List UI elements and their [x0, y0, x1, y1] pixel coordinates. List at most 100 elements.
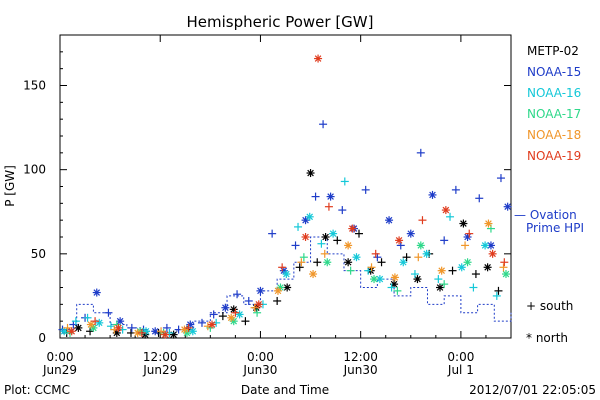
point-metp-02 [448, 266, 457, 275]
point-noaa-17 [501, 270, 510, 279]
point-noaa-18 [86, 320, 95, 329]
point-metp-02 [169, 330, 178, 339]
y-tick-labels: 0 50 100 150 [23, 79, 46, 346]
point-metp-02 [126, 328, 135, 337]
legend-entry: NOAA-17 [527, 107, 581, 121]
ovation-legend-line-1: — Ovation [514, 208, 577, 222]
x-axis-label: Date and Time [241, 383, 329, 397]
point-noaa-16 [294, 222, 303, 231]
y-tick-label: 150 [23, 79, 46, 93]
point-noaa-17 [440, 280, 449, 289]
point-noaa-18 [461, 241, 470, 250]
point-metp-02 [229, 305, 238, 314]
point-metp-02 [74, 323, 83, 332]
point-noaa-18 [484, 219, 493, 228]
point-noaa-16 [305, 212, 314, 221]
x-tick-labels: 0:00Jun2912:00Jun290:00Jun3012:00Jun300:… [42, 350, 474, 377]
south-legend: + south [526, 299, 573, 313]
x-tick-label-time: 0:00 [247, 350, 274, 364]
legend-entry: NOAA-15 [527, 65, 581, 79]
point-noaa-15 [496, 174, 505, 183]
x-tick-label-time: 0:00 [47, 350, 74, 364]
plot-credit: Plot: CCMC [4, 383, 70, 397]
point-metp-02 [459, 219, 468, 228]
point-noaa-17 [299, 253, 308, 262]
point-noaa-16 [422, 249, 431, 258]
point-noaa-15 [416, 148, 425, 157]
point-metp-02 [86, 327, 95, 336]
point-metp-02 [306, 169, 315, 178]
point-noaa-18 [390, 273, 399, 282]
x-tick-label-date: Jun29 [142, 363, 177, 377]
point-noaa-15 [221, 303, 230, 312]
y-tick-label: 50 [31, 247, 46, 261]
point-noaa-17 [346, 266, 355, 275]
point-noaa-16 [71, 317, 80, 326]
point-noaa-15 [475, 194, 484, 203]
point-metp-02 [344, 258, 353, 267]
point-metp-02 [471, 270, 480, 279]
point-noaa-15 [486, 241, 495, 250]
point-noaa-18 [273, 286, 282, 295]
point-noaa-15 [291, 241, 300, 250]
point-noaa-16 [399, 258, 408, 267]
point-noaa-19 [395, 236, 404, 245]
point-noaa-15 [256, 286, 265, 295]
point-noaa-16 [317, 239, 326, 248]
point-noaa-15 [440, 236, 449, 245]
point-noaa-18 [344, 241, 353, 250]
point-noaa-17 [323, 258, 332, 267]
point-metp-02 [241, 317, 250, 326]
point-noaa-19 [114, 323, 123, 332]
point-noaa-19 [278, 263, 287, 272]
point-noaa-18 [180, 325, 189, 334]
x-tick-label-time: 12:00 [143, 350, 178, 364]
point-noaa-16 [329, 229, 338, 238]
point-noaa-17 [370, 275, 379, 284]
point-noaa-18 [437, 266, 446, 275]
ovation-legend-line-2: Prime HPI [526, 221, 584, 235]
point-noaa-18 [250, 303, 259, 312]
point-noaa-16 [410, 270, 419, 279]
point-noaa-19 [208, 320, 217, 329]
point-metp-02 [273, 296, 282, 305]
point-noaa-15 [503, 202, 512, 211]
point-noaa-15 [406, 229, 415, 238]
point-noaa-15 [373, 253, 382, 262]
point-metp-02 [321, 233, 330, 241]
y-tick-label: 100 [23, 163, 46, 177]
point-noaa-16 [457, 263, 466, 272]
point-noaa-15 [233, 290, 242, 299]
legend-entry: NOAA-16 [527, 86, 581, 100]
legend-entry: NOAA-19 [527, 149, 581, 163]
point-metp-02 [354, 229, 363, 238]
point-metp-02 [436, 283, 445, 292]
x-tick-label-date: Jun29 [42, 363, 77, 377]
point-metp-02 [377, 258, 386, 267]
x-tick-label-time: 12:00 [343, 350, 378, 364]
point-metp-02 [313, 258, 322, 267]
point-noaa-15 [104, 308, 113, 317]
point-noaa-15 [127, 323, 136, 332]
point-noaa-16 [446, 212, 455, 221]
point-noaa-15 [451, 185, 460, 194]
point-noaa-19 [67, 327, 76, 336]
point-metp-02 [494, 286, 503, 295]
axis-ticks [59, 35, 511, 339]
x-tick-label-time: 0:00 [447, 350, 474, 364]
point-noaa-15 [428, 190, 437, 199]
point-noaa-16 [387, 283, 396, 292]
point-noaa-15 [92, 288, 101, 297]
point-noaa-19 [184, 323, 193, 332]
point-noaa-17 [393, 286, 402, 295]
point-noaa-18 [227, 313, 236, 322]
y-tick-label: 0 [38, 331, 46, 345]
point-noaa-16 [83, 313, 92, 322]
point-noaa-15 [338, 206, 347, 215]
point-noaa-19 [500, 258, 509, 267]
point-noaa-16 [364, 266, 373, 275]
point-noaa-16 [142, 327, 151, 336]
point-noaa-18 [367, 263, 376, 272]
point-noaa-16 [282, 270, 291, 279]
